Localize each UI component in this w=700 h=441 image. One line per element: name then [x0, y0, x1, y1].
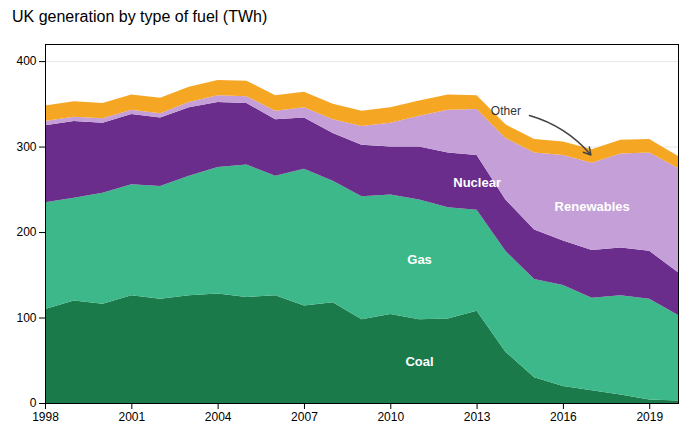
- svg-text:2004: 2004: [205, 410, 232, 424]
- svg-text:400: 400: [16, 54, 36, 68]
- svg-text:Gas: Gas: [407, 252, 432, 267]
- svg-text:Coal: Coal: [405, 354, 433, 369]
- svg-text:200: 200: [16, 225, 36, 239]
- svg-text:2007: 2007: [291, 410, 318, 424]
- svg-text:Nuclear: Nuclear: [453, 175, 501, 190]
- svg-text:2016: 2016: [550, 410, 577, 424]
- svg-text:2019: 2019: [636, 410, 663, 424]
- html-text:UK generation by type of fuel: UK generation by type of fuel (TWh): [12, 8, 268, 25]
- svg-text:2013: 2013: [464, 410, 491, 424]
- svg-text:100: 100: [16, 311, 36, 325]
- svg-text:2010: 2010: [377, 410, 404, 424]
- svg-text:300: 300: [16, 140, 36, 154]
- svg-text:2001: 2001: [118, 410, 145, 424]
- svg-text:1998: 1998: [32, 410, 59, 424]
- svg-text:0: 0: [30, 396, 37, 410]
- svg-text:Other: Other: [491, 104, 521, 118]
- svg-text:Renewables: Renewables: [555, 199, 630, 214]
